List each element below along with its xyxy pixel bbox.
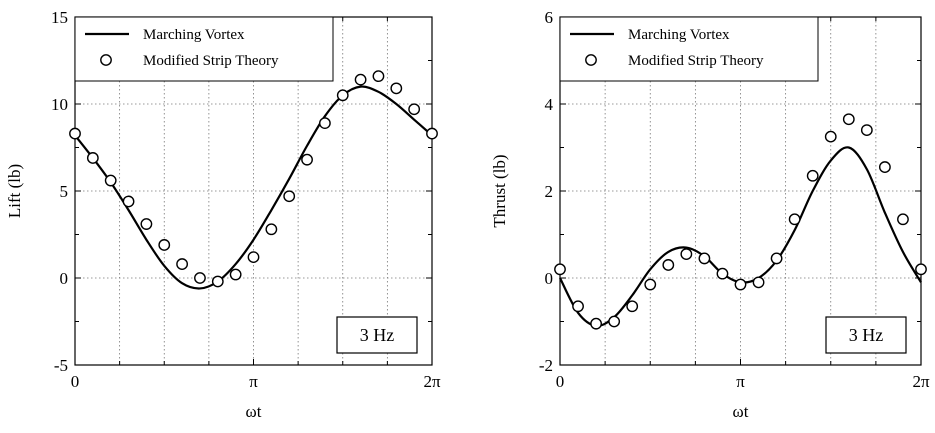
lift-x-tick-label: 2π bbox=[423, 372, 441, 391]
thrust-legend-marker-sample bbox=[585, 54, 597, 66]
lift-legend-label-marching-vortex: Marching Vortex bbox=[143, 27, 245, 43]
thrust-modified-strip-theory-point bbox=[915, 263, 927, 276]
lift-x-tick-label: π bbox=[249, 372, 258, 391]
lift-modified-strip-theory-point bbox=[122, 195, 135, 208]
lift-modified-strip-theory-point bbox=[408, 103, 421, 116]
thrust-x-tick-label: π bbox=[736, 372, 745, 391]
lift-modified-strip-theory-point bbox=[283, 190, 296, 203]
thrust-modified-strip-theory-point bbox=[806, 169, 819, 182]
lift-annotation: 3 Hz bbox=[336, 316, 418, 354]
thrust-x-axis-title: ωt bbox=[733, 402, 749, 421]
thrust-modified-strip-theory-point bbox=[608, 315, 621, 328]
thrust-y-tick-label: -2 bbox=[539, 356, 553, 375]
thrust-annotation-text: 3 Hz bbox=[849, 325, 884, 345]
lift-modified-strip-theory-point bbox=[69, 127, 81, 140]
lift-annotation-box bbox=[336, 316, 418, 354]
thrust-x-tick-label: 2π bbox=[912, 372, 930, 391]
thrust-modified-strip-theory-point bbox=[662, 259, 675, 271]
thrust-x-tick-labels: 0 π 2π bbox=[556, 372, 930, 391]
lift-modified-strip-theory-point bbox=[372, 70, 385, 83]
lift-y-tick-label: 0 bbox=[60, 269, 69, 288]
lift-legend: Marching Vortex Modified Strip Theory bbox=[74, 16, 334, 82]
thrust-modified-strip-theory-point bbox=[644, 278, 657, 291]
lift-modified-strip-theory-point bbox=[318, 117, 331, 130]
thrust-legend-label-marching-vortex: Marching Vortex bbox=[628, 27, 730, 43]
lift-modified-strip-theory-point bbox=[390, 82, 403, 95]
lift-modified-strip-theory-point bbox=[301, 153, 313, 166]
thrust-legend-box bbox=[559, 16, 819, 82]
thrust-modified-strip-theory-point bbox=[680, 248, 693, 260]
thrust-modified-strip-theory-point bbox=[716, 267, 729, 280]
lift-modified-strip-theory-point bbox=[86, 152, 99, 164]
lift-y-tick-labels: -5 0 5 10 15 bbox=[51, 8, 68, 375]
thrust-x-tick-label: 0 bbox=[556, 372, 565, 391]
thrust-y-tick-labels: -2 0 2 4 6 bbox=[539, 8, 554, 375]
lift-series-modified-strip-theory bbox=[69, 70, 438, 288]
lift-modified-strip-theory-point bbox=[247, 251, 260, 264]
thrust-modified-strip-theory-point bbox=[734, 278, 747, 291]
thrust-series-modified-strip-theory bbox=[554, 113, 927, 330]
thrust-modified-strip-theory-point bbox=[879, 161, 891, 173]
lift-modified-strip-theory-point bbox=[265, 223, 278, 236]
lift-y-tick-label: 15 bbox=[51, 8, 68, 27]
thrust-y-tick-label: 6 bbox=[545, 8, 554, 27]
lift-modified-strip-theory-point bbox=[158, 239, 171, 251]
thrust-modified-strip-theory-point bbox=[626, 300, 639, 313]
thrust-legend-label-modified-strip-theory: Modified Strip Theory bbox=[628, 53, 764, 69]
lift-legend-marker-sample bbox=[100, 54, 112, 66]
lift-modified-strip-theory-point bbox=[426, 127, 438, 140]
thrust-modified-strip-theory-point bbox=[897, 213, 909, 226]
thrust-modified-strip-theory-point bbox=[770, 252, 783, 265]
thrust-modified-strip-theory-point bbox=[788, 213, 801, 226]
lift-legend-label-modified-strip-theory: Modified Strip Theory bbox=[143, 53, 279, 69]
thrust-grid bbox=[560, 17, 921, 365]
lift-x-tick-labels: 0 π 2π bbox=[71, 372, 441, 391]
lift-marching-vortex-line bbox=[74, 85, 433, 290]
thrust-y-tick-label: 4 bbox=[545, 95, 554, 114]
thrust-modified-strip-theory-point bbox=[824, 130, 837, 143]
lift-modified-strip-theory-point bbox=[194, 272, 206, 284]
lift-modified-strip-theory-point bbox=[336, 89, 349, 102]
lift-y-tick-label: -5 bbox=[54, 356, 68, 375]
thrust-modified-strip-theory-point bbox=[860, 124, 873, 137]
lift-series-marching-vortex bbox=[74, 85, 433, 290]
thrust-y-axis-title: Thrust (lb) bbox=[490, 154, 509, 227]
lift-y-axis-title: Lift (lb) bbox=[5, 164, 24, 218]
thrust-annotation: 3 Hz bbox=[825, 316, 907, 354]
lift-modified-strip-theory-point bbox=[104, 174, 117, 187]
lift-annotation-text: 3 Hz bbox=[360, 325, 395, 345]
thrust-y-tick-label: 0 bbox=[545, 269, 554, 288]
lift-modified-strip-theory-point bbox=[354, 73, 367, 86]
thrust-modified-strip-theory-point bbox=[590, 317, 602, 330]
thrust-modified-strip-theory-point bbox=[842, 113, 855, 126]
lift-grid bbox=[75, 17, 432, 365]
thrust-modified-strip-theory-point bbox=[698, 252, 711, 265]
lift-y-tick-label: 5 bbox=[60, 182, 69, 201]
lift-legend-box bbox=[74, 16, 334, 82]
thrust-annotation-box bbox=[825, 316, 907, 354]
lift-x-axis-title: ωt bbox=[246, 402, 262, 421]
thrust-y-tick-label: 2 bbox=[545, 182, 554, 201]
thrust-modified-strip-theory-point bbox=[554, 263, 566, 276]
lift-modified-strip-theory-point bbox=[211, 275, 224, 288]
lift-y-tick-label: 10 bbox=[51, 95, 68, 114]
thrust-modified-strip-theory-point bbox=[572, 300, 584, 313]
lift-modified-strip-theory-point bbox=[229, 268, 242, 281]
lift-modified-strip-theory-point bbox=[140, 218, 153, 230]
lift-modified-strip-theory-point bbox=[176, 258, 189, 270]
thrust-legend: Marching Vortex Modified Strip Theory bbox=[559, 16, 819, 82]
thrust-modified-strip-theory-point bbox=[752, 276, 765, 289]
lift-x-tick-label: 0 bbox=[71, 372, 80, 391]
